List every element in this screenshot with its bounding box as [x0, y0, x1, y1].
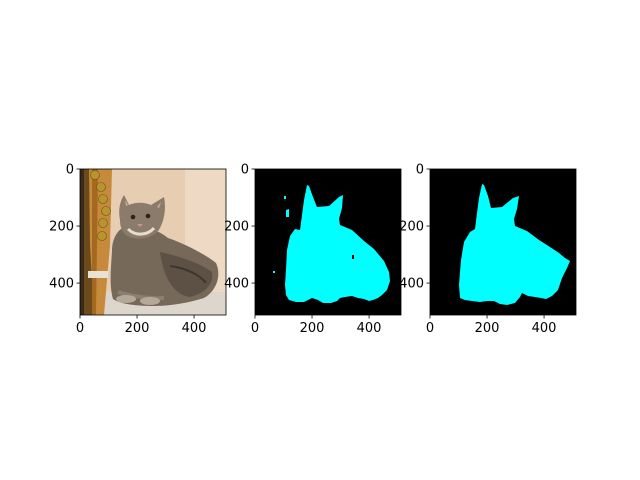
panel-clean-mask-y-tick-label-0: 0: [416, 163, 424, 178]
panel-photo-frame: [79, 168, 227, 316]
panel-raw-mask-frame: [254, 168, 402, 316]
panel-clean-mask-ticks: 0 200 400 0 200 400: [399, 163, 556, 337]
panel-raw-mask-x-tick-label-2: 400: [357, 321, 382, 336]
raw-mask-image: [255, 169, 401, 315]
panel-clean-mask: 0 200 400 0 200 400: [399, 163, 577, 337]
panel-clean-mask-frame: [429, 168, 577, 316]
panel-photo-y-tick-label-0: 0: [66, 163, 74, 178]
panel-photo-x-tick-label-1: 200: [125, 321, 150, 336]
panel-clean-mask-y-tick-label-2: 400: [399, 277, 424, 292]
panel-clean-mask-x-tick-label-0: 0: [426, 321, 434, 336]
cat-photo-image: [80, 169, 226, 315]
panel-raw-mask-y-tick-label-1: 200: [224, 220, 249, 235]
panel-raw-mask-y-tick-label-2: 400: [224, 277, 249, 292]
panel-photo-ticks: 0 200 400 0 200 400: [49, 163, 206, 337]
panel-raw-mask-x-tick-label-1: 200: [300, 321, 325, 336]
panel-raw-mask-y-tick-label-0: 0: [241, 163, 249, 178]
panel-photo-x-tick-label-2: 400: [182, 321, 207, 336]
panel-photo-x-tick-label-0: 0: [76, 321, 84, 336]
panel-raw-mask: 0 200 400 0 200 400: [224, 163, 402, 337]
panel-raw-mask-ticks: 0 200 400 0 200 400: [224, 163, 381, 337]
panel-photo-y-tick-label-2: 400: [49, 277, 74, 292]
panel-clean-mask-x-tick-label-1: 200: [475, 321, 500, 336]
panel-clean-mask-x-tick-label-2: 400: [532, 321, 557, 336]
panel-raw-mask-x-tick-label-0: 0: [251, 321, 259, 336]
panel-photo-y-tick-label-1: 200: [49, 220, 74, 235]
clean-mask-image: [430, 169, 576, 315]
panel-photo: 0 200 400 0 200 400: [49, 163, 227, 337]
panel-clean-mask-y-tick-label-1: 200: [399, 220, 424, 235]
